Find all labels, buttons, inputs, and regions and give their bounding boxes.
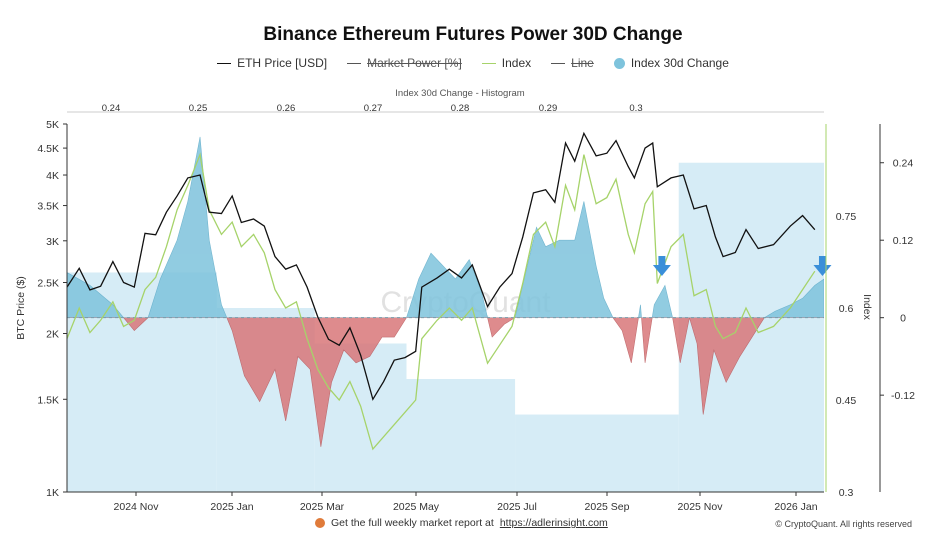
legend-item-1[interactable]: Market Power [%]	[347, 56, 462, 70]
x-tick-label: 2025 Nov	[678, 501, 724, 513]
x-tick-label: 2026 Jan	[774, 501, 817, 513]
legend-label: ETH Price [USD]	[237, 56, 328, 70]
top-tick-label: 0.26	[277, 103, 296, 114]
down-arrow-icon	[813, 256, 832, 276]
top-tick-label: 0.29	[539, 103, 558, 114]
x-tick-label: 2025 Jul	[497, 501, 537, 513]
left-tick-label: 2.5K	[37, 277, 59, 289]
index-tick-label: 0.75	[836, 211, 857, 223]
top-tick-label: 0.24	[102, 103, 121, 114]
legend-item-0[interactable]: ETH Price [USD]	[217, 56, 327, 70]
x-tick-label: 2025 Mar	[300, 501, 345, 513]
index-tick-label: 0.45	[836, 395, 857, 407]
histogram-bar-4	[515, 414, 679, 492]
report-text: Get the full weekly market report at	[331, 517, 494, 529]
legend-swatch-icon	[347, 62, 362, 64]
x-tick-label: 2025 Jan	[210, 501, 253, 513]
top-tick-label: 0.28	[451, 103, 470, 114]
report-bullet-icon	[315, 518, 325, 528]
left-tick-label: 4K	[46, 170, 59, 182]
left-tick-label: 4.5K	[37, 143, 59, 155]
legend-swatch-icon	[613, 57, 625, 69]
index-line	[66, 152, 816, 451]
legend-swatch-icon	[217, 62, 232, 64]
report-link[interactable]: https://adlerinsight.com	[499, 517, 608, 529]
legend-label: Market Power [%]	[367, 56, 462, 70]
legend-item-4[interactable]: Index 30d Change	[613, 56, 729, 70]
legend-label: Index 30d Change	[630, 56, 729, 70]
legend-swatch-icon	[481, 62, 496, 64]
left-tick-label: 1K	[46, 487, 59, 499]
left-tick-label: 5K	[46, 119, 59, 131]
change-negative-area	[67, 317, 824, 447]
x-tick-label: 2024 Nov	[114, 501, 160, 513]
left-tick-label: 3K	[46, 236, 59, 248]
change-tick-label: 0	[900, 313, 906, 325]
histogram-bar-3	[406, 379, 516, 492]
index-tick-label: 0.3	[839, 487, 854, 499]
eth-price-line	[66, 131, 816, 401]
copyright: © CryptoQuant. All rights reserved	[775, 519, 912, 529]
legend-item-2[interactable]: Index	[481, 56, 532, 70]
x-tick-label: 2025 May	[393, 501, 440, 513]
change-tick-label: -0.12	[891, 390, 915, 402]
top-tick-label: 0.3	[629, 103, 642, 114]
legend-swatch-icon	[551, 62, 566, 64]
left-tick-label: 3.5K	[37, 201, 59, 213]
left-tick-label: 2K	[46, 329, 59, 341]
chart-title: Binance Ethereum Futures Power 30D Chang…	[263, 24, 683, 45]
index-tick-label: 0.6	[839, 303, 854, 315]
left-axis-title: BTC Price ($)	[15, 276, 27, 340]
change-tick-label: 0.24	[893, 158, 914, 170]
legend-label: Line	[571, 56, 594, 70]
index-axis-title: Index	[861, 294, 873, 320]
left-tick-label: 1.5K	[37, 394, 59, 406]
legend-label: Index	[501, 56, 532, 70]
change-positive-area	[67, 136, 824, 318]
top-axis-title: Index 30d Change - Histogram	[395, 88, 524, 99]
chart-legend: ETH Price [USD] Market Power [%] Index Line…	[0, 56, 946, 70]
top-tick-label: 0.25	[189, 103, 208, 114]
down-arrow-icon	[652, 256, 671, 276]
x-tick-label: 2025 Sep	[585, 501, 630, 513]
legend-item-3[interactable]: Line	[551, 56, 594, 70]
top-tick-label: 0.27	[364, 103, 383, 114]
change-tick-label: 0.12	[893, 235, 914, 247]
report-note: Get the full weekly market report at htt…	[315, 517, 608, 529]
